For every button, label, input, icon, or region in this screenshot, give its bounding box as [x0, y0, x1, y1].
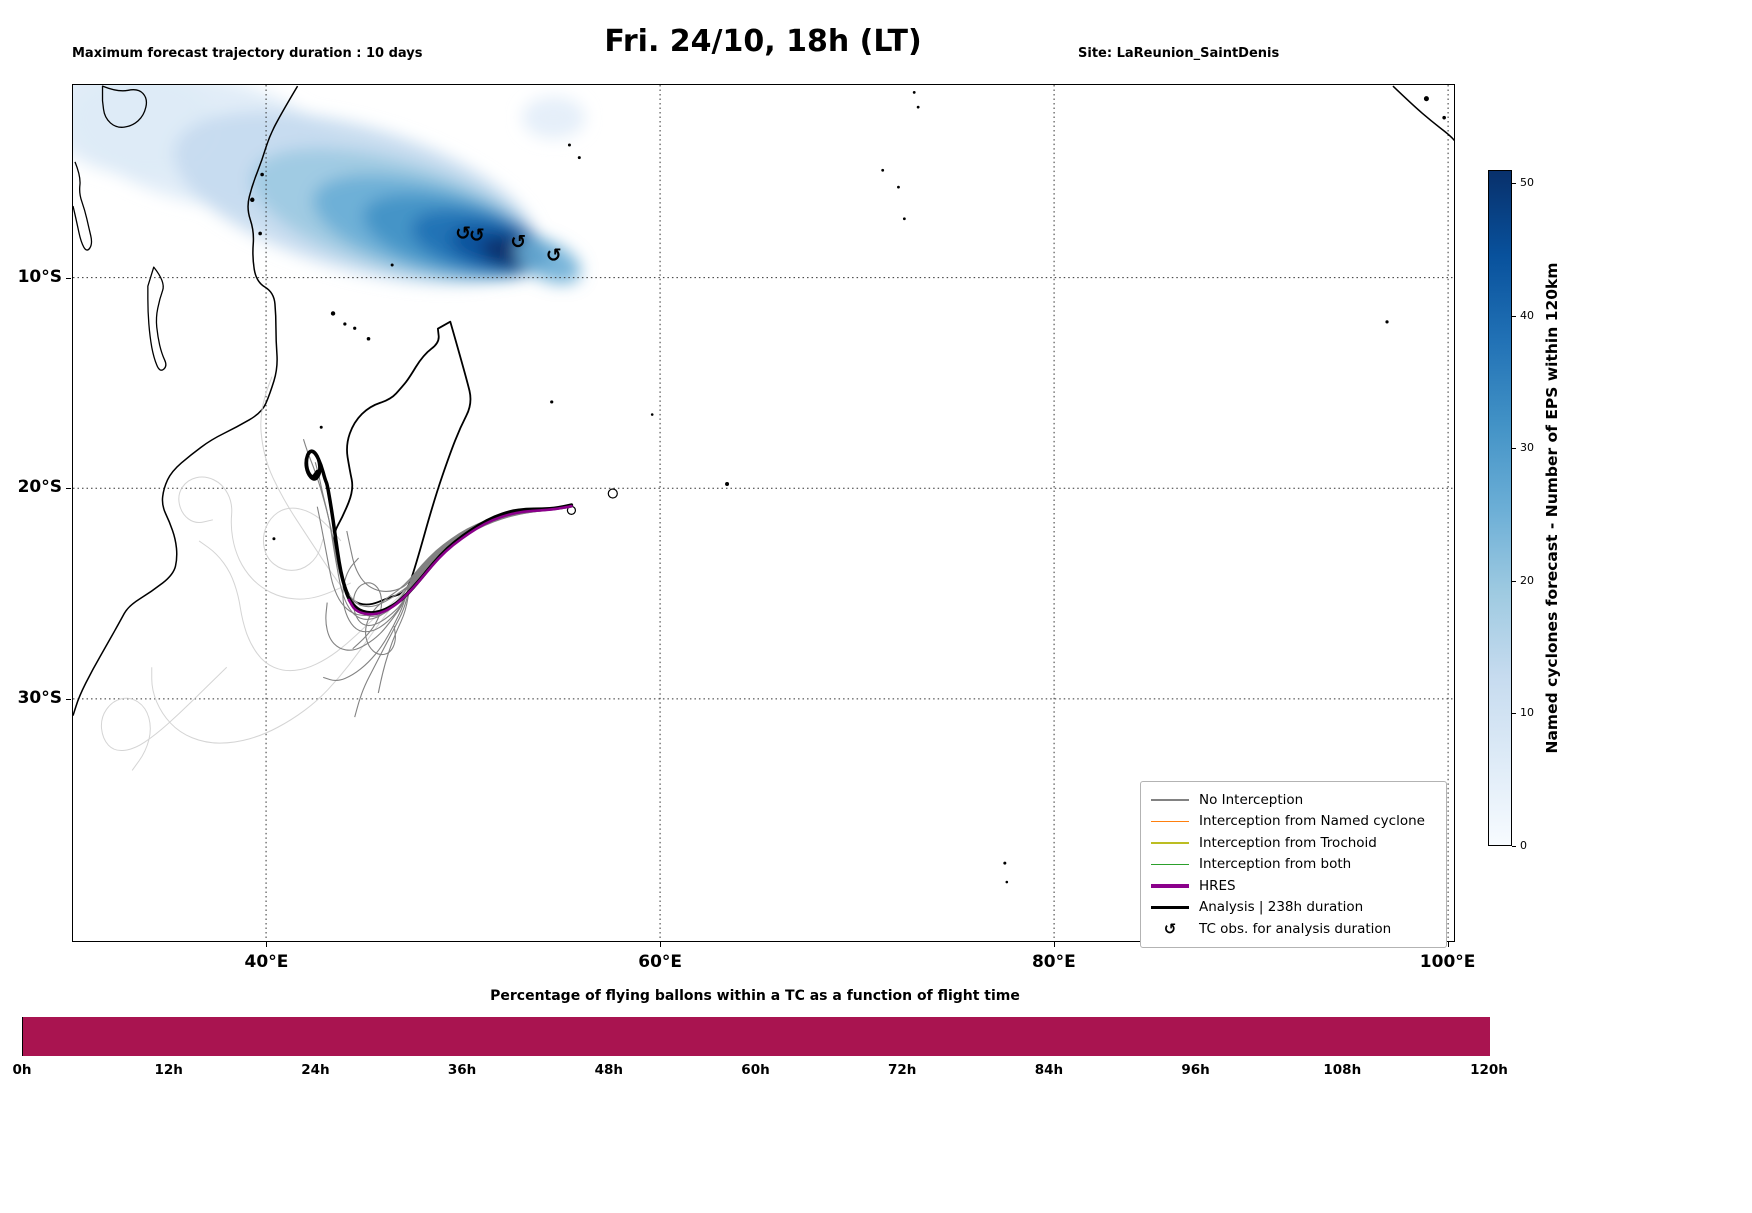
- y-axis-tick-label: 10°S: [17, 266, 62, 287]
- legend-label: Interception from Named cyclone: [1199, 813, 1425, 830]
- map-legend: No Interception Interception from Named …: [1140, 781, 1447, 948]
- bottom-axis-tick-label: 72h: [887, 1062, 917, 1078]
- trajectory-map: ↺↺ ↺↺: [73, 85, 1454, 941]
- svg-text:↺: ↺: [469, 225, 485, 247]
- bottom-axis-tick-label: 96h: [1181, 1062, 1210, 1078]
- black-line-swatch: [1151, 905, 1189, 909]
- colorbar-tick: [1512, 580, 1516, 582]
- colorbar-tick: [1512, 315, 1516, 317]
- bottom-axis-tick-label: 108h: [1323, 1062, 1362, 1078]
- bottom-axis-tick-label: 48h: [594, 1062, 623, 1078]
- legend-label: TC obs. for analysis duration: [1199, 920, 1392, 937]
- bottom-axis-tick-label: 120h: [1470, 1062, 1508, 1078]
- x-axis-tick-label: 60°E: [638, 952, 683, 972]
- legend-item-named-cyclone: Interception from Named cyclone: [1151, 811, 1436, 833]
- green-line-swatch: [1151, 863, 1189, 865]
- legend-label: Interception from both: [1199, 856, 1352, 873]
- legend-item-no-interception: No Interception: [1151, 789, 1436, 811]
- x-axis-tick: [266, 942, 268, 947]
- y-axis-tick-label: 30°S: [17, 687, 62, 708]
- flight-time-bar: [22, 1017, 1490, 1056]
- purple-line-swatch: [1151, 884, 1189, 888]
- colorbar-label: Named cyclones forecast - Number of EPS …: [1543, 262, 1561, 754]
- bottom-chart-title: Percentage of flying ballons within a TC…: [490, 988, 1020, 1004]
- orange-line-swatch: [1151, 820, 1189, 822]
- x-axis-tick-label: 80°E: [1031, 952, 1076, 972]
- colorbar-tick-label: 30: [1520, 441, 1534, 455]
- x-axis-tick: [1053, 942, 1055, 947]
- legend-item-analysis: Analysis | 238h duration: [1151, 897, 1436, 919]
- bottom-axis-tick-label: 12h: [154, 1062, 183, 1078]
- y-axis-tick: [66, 277, 71, 279]
- olive-line-swatch: [1151, 842, 1189, 844]
- svg-text:↺: ↺: [510, 231, 526, 253]
- colorbar-tick-label: 40: [1520, 308, 1534, 322]
- x-axis-tick: [660, 942, 662, 947]
- svg-text:↺: ↺: [455, 222, 471, 244]
- legend-label: Analysis | 238h duration: [1199, 899, 1364, 916]
- svg-text:↺: ↺: [546, 245, 562, 267]
- y-axis-tick-label: 20°S: [17, 477, 62, 498]
- legend-item-hres: HRES: [1151, 875, 1436, 897]
- legend-item-tc-obs: ↺ TC obs. for analysis duration: [1151, 918, 1436, 940]
- x-axis-tick-label: 100°E: [1419, 952, 1476, 972]
- colorbar-tick-label: 10: [1520, 706, 1534, 720]
- colorbar: [1488, 170, 1512, 846]
- colorbar-tick: [1512, 713, 1516, 715]
- colorbar-tick-label: 0: [1520, 839, 1527, 852]
- max-duration-text: Maximum forecast trajectory duration : 1…: [72, 46, 423, 61]
- cyclone-symbol-icon: ↺: [1163, 919, 1177, 938]
- colorbar-tick: [1512, 846, 1516, 847]
- gray-line-swatch: [1151, 799, 1189, 801]
- colorbar-tick: [1512, 448, 1516, 450]
- legend-item-both: Interception from both: [1151, 854, 1436, 876]
- bottom-axis-tick-label: 84h: [1034, 1062, 1064, 1078]
- bottom-axis-tick-label: 60h: [741, 1062, 770, 1078]
- x-axis-tick-label: 40°E: [244, 952, 289, 972]
- figure-title: Fri. 24/10, 18h (LT): [604, 24, 922, 59]
- y-axis-tick: [66, 488, 71, 490]
- legend-item-trochoid: Interception from Trochoid: [1151, 832, 1436, 854]
- x-axis-tick: [1447, 942, 1449, 947]
- y-axis-tick: [66, 698, 71, 700]
- site-text: Site: LaReunion_SaintDenis: [1078, 46, 1280, 61]
- legend-label: HRES: [1199, 877, 1236, 894]
- colorbar-tick-label: 50: [1520, 176, 1534, 190]
- bottom-axis-tick-label: 0h: [12, 1062, 32, 1078]
- bottom-axis-tick-label: 36h: [447, 1062, 477, 1078]
- legend-label: Interception from Trochoid: [1199, 834, 1377, 851]
- colorbar-tick-label: 20: [1520, 573, 1534, 587]
- legend-label: No Interception: [1199, 791, 1304, 808]
- colorbar-tick: [1512, 183, 1516, 185]
- bottom-axis-tick-label: 24h: [301, 1062, 330, 1078]
